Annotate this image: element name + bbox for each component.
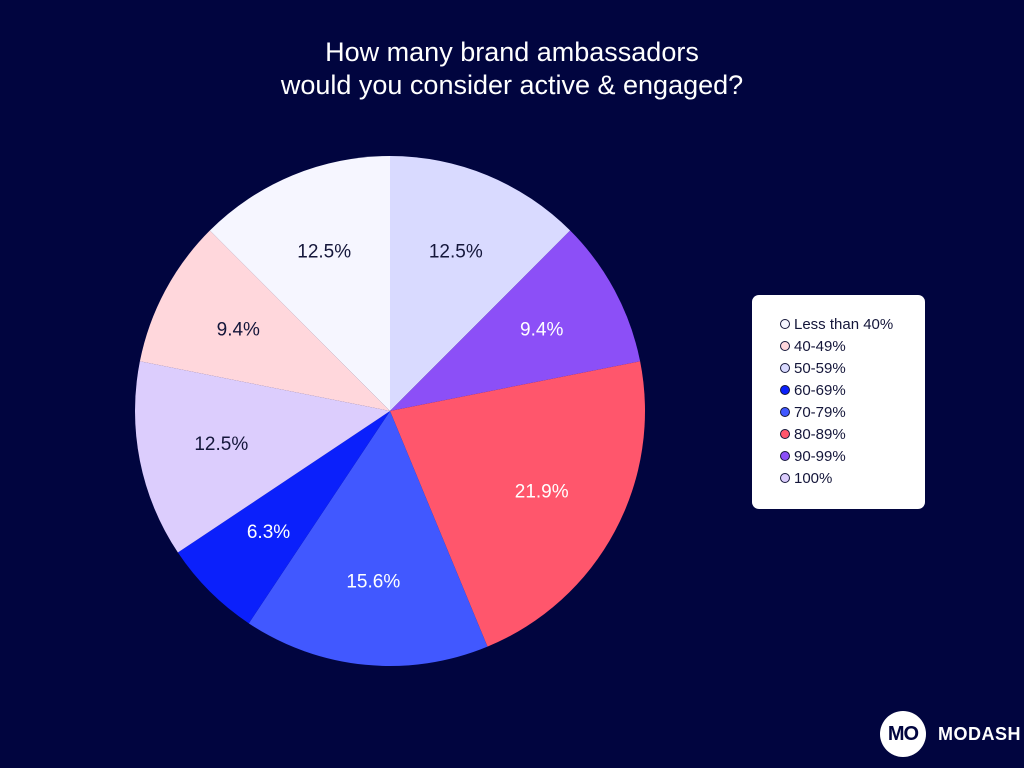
legend-swatch xyxy=(780,341,790,351)
legend-label: 90-99% xyxy=(794,447,846,465)
chart-title-line-2: would you consider active & engaged? xyxy=(280,70,744,100)
pie-slice-90-99 xyxy=(390,230,641,411)
legend-swatch xyxy=(780,473,790,483)
slice-value-label: 12.5% xyxy=(297,242,351,263)
legend-item: 70-79% xyxy=(780,401,925,423)
legend-item: 80-89% xyxy=(780,423,925,445)
brand-logo: MO xyxy=(880,711,926,757)
pie-slice-70-79 xyxy=(248,411,488,667)
brand-block: MO MODASH xyxy=(880,710,1021,758)
pie-slice-50-59 xyxy=(390,156,571,411)
legend-item: 60-69% xyxy=(780,379,925,401)
legend-item: 40-49% xyxy=(780,335,925,357)
pie-slice-less-than-40 xyxy=(209,156,390,411)
pie-slice-40-49 xyxy=(139,230,390,411)
pie-slice-100 xyxy=(134,361,390,553)
chart-title-line-1: How many brand ambassadors xyxy=(325,37,699,67)
chart-legend: Less than 40% 40-49% 50-59% 60-69% 70-79% 80-… xyxy=(752,295,925,509)
slice-value-label: 9.4% xyxy=(217,319,260,340)
legend-label: 70-79% xyxy=(794,403,846,421)
legend-label: 40-49% xyxy=(794,337,846,355)
slice-value-label: 6.3% xyxy=(247,522,290,543)
slice-value-label: 12.5% xyxy=(429,242,483,263)
legend-item: 50-59% xyxy=(780,357,925,379)
legend-swatch xyxy=(780,319,790,329)
legend-item: 90-99% xyxy=(780,445,925,467)
legend-label: 80-89% xyxy=(794,425,846,443)
legend-label: 100% xyxy=(794,469,833,487)
slice-value-label: 21.9% xyxy=(515,482,569,503)
legend-swatch xyxy=(780,363,790,373)
legend-swatch xyxy=(780,385,790,395)
chart-title: How many brand ambassadors would you con… xyxy=(0,36,1024,102)
pie-slice-80-89 xyxy=(390,361,646,647)
legend-swatch xyxy=(780,451,790,461)
legend-item: 100% xyxy=(780,467,925,489)
pie-slice-60-69 xyxy=(177,411,390,624)
legend-swatch xyxy=(780,407,790,417)
legend-item: Less than 40% xyxy=(780,313,925,335)
legend-swatch xyxy=(780,429,790,439)
legend-label: 50-59% xyxy=(794,359,846,377)
legend-label: Less than 40% xyxy=(794,315,894,333)
slice-value-label: 9.4% xyxy=(520,319,563,340)
brand-name: MODASH xyxy=(938,723,1021,744)
legend-label: 60-69% xyxy=(794,381,846,399)
slice-value-label: 12.5% xyxy=(194,434,248,455)
slice-value-label: 15.6% xyxy=(346,572,400,593)
